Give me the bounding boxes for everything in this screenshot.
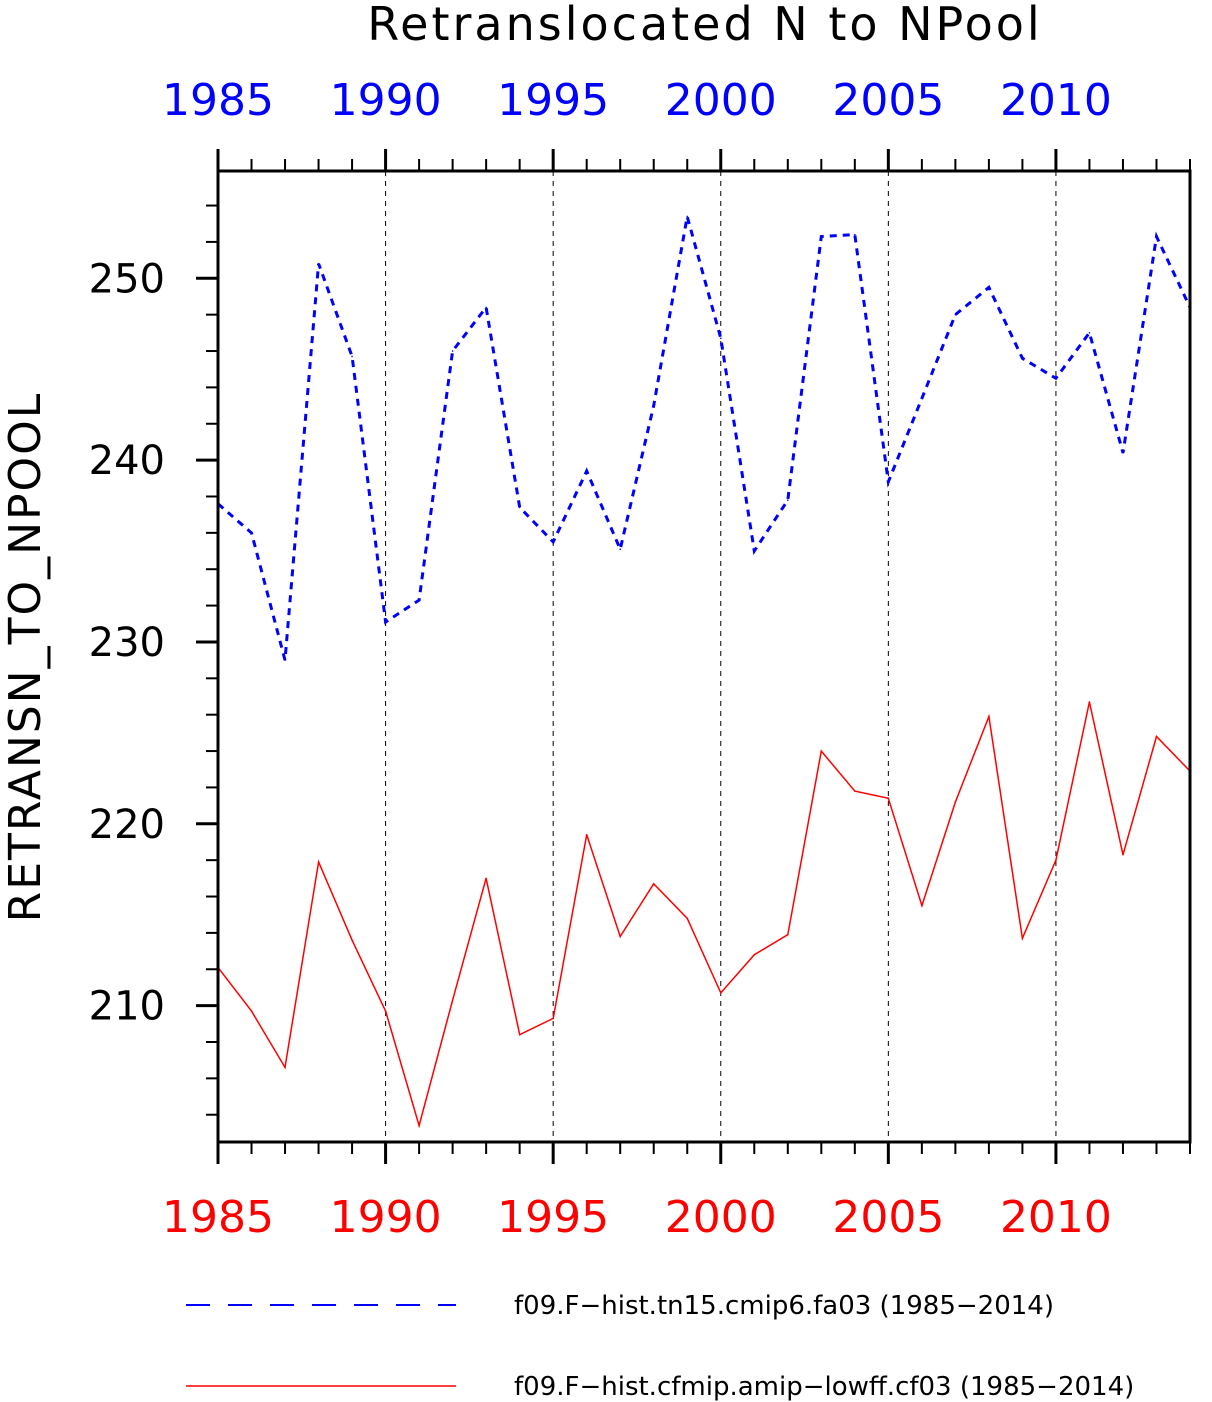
legend-label-blue: f09.F−hist.tn15.cmip6.fa03 (1985−2014) [514, 1291, 1054, 1321]
data-point-1-2008 [988, 715, 990, 718]
x-tick-label-bottom-2005: 2005 [832, 1192, 944, 1243]
data-point-1-1986 [250, 1010, 253, 1012]
data-point-0-2002 [786, 499, 789, 501]
x-tick-label-bottom-2010: 2010 [1000, 1192, 1112, 1243]
data-point-0-2013 [1155, 235, 1158, 238]
y-tick-label-210: 210 [89, 984, 165, 1030]
x-tick-label-top-2010: 2010 [1000, 75, 1112, 126]
data-point-1-2009 [1021, 937, 1024, 940]
y-axis-label: RETRANSN_TO_NPOOL [0, 392, 51, 923]
data-point-0-2003 [820, 235, 823, 238]
data-point-0-1997 [619, 548, 622, 551]
data-point-0-2011 [1088, 332, 1091, 334]
y-tick-label-250: 250 [89, 256, 165, 302]
data-point-0-1996 [585, 470, 588, 472]
data-point-1-1999 [686, 917, 689, 920]
y-tick-label-240: 240 [89, 438, 165, 484]
data-point-1-2007 [954, 801, 957, 803]
data-point-0-1994 [518, 506, 521, 509]
data-point-0-2001 [753, 550, 756, 552]
data-point-0-2005 [887, 481, 890, 483]
data-point-0-1991 [418, 599, 420, 601]
data-point-0-1988 [317, 262, 320, 265]
plot-frame [216, 169, 1192, 1144]
data-point-0-2012 [1122, 452, 1124, 454]
x-tick-label-top-1990: 1990 [330, 75, 442, 126]
data-point-1-1990 [384, 1010, 387, 1012]
x-tick-label-top-2005: 2005 [832, 75, 944, 126]
data-point-0-2008 [988, 286, 990, 289]
data-point-1-1997 [619, 935, 622, 938]
y-tick-labels: 210 220 230 240 250 [89, 256, 165, 1029]
data-point-1-1991 [418, 1124, 420, 1127]
x-tick-label-top-1985: 1985 [162, 75, 274, 126]
data-point-1-2002 [786, 933, 789, 936]
x-tick-label-top-2000: 2000 [665, 75, 777, 126]
data-point-1-1994 [518, 1033, 521, 1036]
data-point-0-1990 [384, 621, 387, 623]
series-line-red [217, 701, 1191, 1129]
data-point-1-1992 [451, 999, 454, 1001]
series-layer [217, 215, 1192, 1129]
data-point-0-1986 [250, 532, 253, 534]
data-point-0-2000 [719, 337, 722, 340]
x-tick-label-top-1995: 1995 [497, 75, 609, 126]
x-tick-label-bottom-2000: 2000 [665, 1192, 777, 1243]
data-point-1-2005 [887, 797, 890, 800]
data-point-1-2000 [719, 992, 722, 994]
data-point-1-1987 [284, 1066, 286, 1069]
data-point-1-1995 [552, 1017, 554, 1020]
data-point-1-2003 [820, 750, 823, 752]
data-point-0-1999 [686, 215, 689, 218]
legend: f09.F−hist.tn15.cmip6.fa03 (1985−2014) f… [186, 1291, 1134, 1402]
data-point-0-1987 [284, 659, 286, 661]
data-point-0-1993 [485, 306, 487, 309]
x-tick-label-bottom-1990: 1990 [330, 1192, 442, 1243]
data-point-0-2007 [954, 313, 957, 316]
data-point-1-1988 [317, 861, 320, 863]
data-point-1-1989 [351, 939, 353, 941]
x-tick-labels-bottom: 1985 1990 1995 2000 2005 2010 [162, 1192, 1112, 1243]
data-point-0-1995 [552, 541, 554, 543]
data-point-1-1993 [485, 877, 487, 880]
data-point-0-2010 [1055, 377, 1057, 380]
data-point-1-2006 [921, 904, 923, 907]
data-point-0-1992 [451, 350, 454, 352]
data-point-1-2004 [854, 790, 856, 792]
y-tick-label-230: 230 [89, 620, 165, 666]
tick-marks [196, 149, 1191, 1164]
data-point-1-2013 [1155, 735, 1158, 738]
data-point-1-1998 [652, 882, 655, 885]
legend-label-red: f09.F−hist.cfmip.amip−lowff.cf03 (1985−2… [514, 1372, 1134, 1402]
data-point-0-2006 [921, 397, 923, 400]
data-point-0-2009 [1021, 357, 1024, 360]
y-tick-label-220: 220 [89, 802, 165, 848]
data-point-1-2001 [753, 953, 756, 956]
x-tick-labels-top: 1985 1990 1995 2000 2005 2010 [162, 75, 1112, 126]
data-point-1-2011 [1088, 701, 1091, 703]
series-line-blue [217, 216, 1192, 661]
data-point-1-2012 [1122, 853, 1124, 856]
x-tick-label-bottom-1985: 1985 [162, 1192, 274, 1243]
data-point-1-1996 [585, 833, 588, 836]
chart-title: Retranslocated N to NPool [367, 0, 1042, 51]
data-point-0-1989 [351, 355, 353, 358]
data-point-1-2010 [1055, 859, 1057, 861]
data-point-0-1998 [652, 404, 655, 407]
grid-lines [385, 171, 1057, 1142]
x-tick-label-bottom-1995: 1995 [497, 1192, 609, 1243]
data-point-0-2004 [854, 233, 856, 236]
